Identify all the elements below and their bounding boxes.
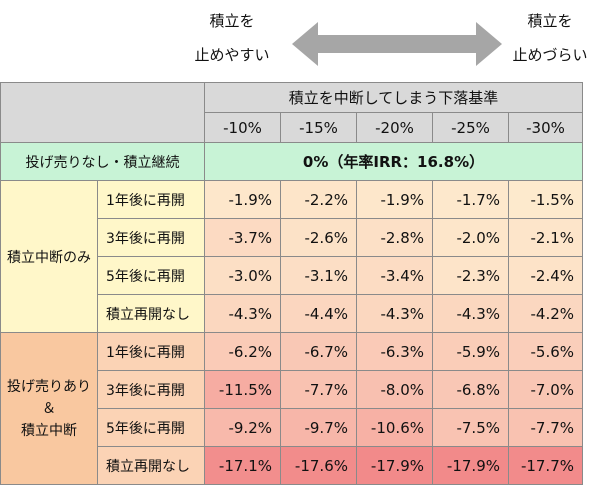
- table-cell: -3.4%: [356, 256, 433, 295]
- caption-left-line2: 止めやすい: [194, 46, 270, 64]
- table-cell: -7.5%: [432, 408, 509, 447]
- table-row: 積立中断のみ 1年後に再開 -1.9% -2.2% -1.9% -1.7% -1…: [0, 180, 584, 333]
- corner-cell: [0, 82, 205, 143]
- table-cell: -11.5%: [204, 370, 281, 409]
- table-cell: -7.7%: [280, 370, 357, 409]
- caption-left-line1: 積立を: [209, 12, 255, 30]
- table-cell: -2.2%: [280, 180, 357, 219]
- table-row: 3年後に再開 -3.7% -2.6% -2.8% -2.0% -2.1%: [1, 218, 584, 257]
- table-row: 投げ売りあり ＆ 積立中断 1年後に再開 -6.2% -6.7% -6.3% -…: [0, 332, 584, 485]
- header-row-1: 積立を中断してしまう下落基準: [0, 82, 584, 143]
- header-col-10: -10%: [204, 112, 281, 143]
- header-col-25: -25%: [432, 112, 509, 143]
- table-cell: -6.7%: [280, 332, 357, 371]
- table-cell: -1.9%: [356, 180, 433, 219]
- irr-table: 積立を中断してしまう下落基準 -10% -15% -20% -25% -30% …: [0, 82, 584, 485]
- group-b-label-line1: 投げ売りあり: [7, 378, 91, 395]
- table-cell: -6.8%: [432, 370, 509, 409]
- table-row: 3年後に再開 -11.5% -7.7% -8.0% -6.8% -7.0%: [1, 370, 584, 409]
- caption-hard-to-stop: 積立を 止めづらい: [510, 12, 590, 64]
- row-label: 5年後に再開: [97, 256, 205, 295]
- row-label: 5年後に再開: [97, 408, 205, 447]
- table-cell: -2.0%: [432, 218, 509, 257]
- table-cell: -4.4%: [280, 294, 357, 333]
- row-label: 積立再開なし: [97, 446, 205, 485]
- row-label: 3年後に再開: [97, 370, 205, 409]
- header-col-15: -15%: [280, 112, 357, 143]
- header-row-2: -10% -15% -20% -25% -30%: [1, 112, 584, 143]
- table-cell: -7.7%: [507, 408, 584, 447]
- table-cell: -2.8%: [356, 218, 433, 257]
- table-cell: -6.2%: [204, 332, 281, 371]
- table-cell: -1.9%: [204, 180, 281, 219]
- table-cell: -2.6%: [280, 218, 357, 257]
- table-cell: -17.9%: [356, 446, 433, 485]
- table-cell: -9.7%: [280, 408, 357, 447]
- table-cell: -3.7%: [204, 218, 281, 257]
- table-cell: -1.7%: [432, 180, 509, 219]
- table-row: 積立再開なし -4.3% -4.4% -4.3% -4.3% -4.2%: [1, 294, 584, 333]
- row-label: 積立再開なし: [97, 294, 205, 333]
- table-cell: -2.4%: [507, 256, 584, 295]
- table-cell: -8.0%: [356, 370, 433, 409]
- table-cell: -4.3%: [432, 294, 509, 333]
- table-cell: -17.1%: [204, 446, 281, 485]
- header-area: 積立を 止めやすい 積立を 止めづらい: [0, 0, 600, 82]
- table-cell: -4.2%: [507, 294, 584, 333]
- table-row: 積立再開なし -17.1% -17.6% -17.9% -17.9% -17.7…: [1, 446, 584, 485]
- double-arrow-icon: [292, 22, 502, 66]
- group-b-label: 投げ売りあり ＆ 積立中断: [0, 332, 98, 485]
- table-cell: -5.9%: [432, 332, 509, 371]
- table-cell: -5.6%: [507, 332, 584, 371]
- header-col-30: -30%: [507, 112, 584, 143]
- table-cell: -3.1%: [280, 256, 357, 295]
- table-cell: -1.5%: [507, 180, 584, 219]
- table-row: 5年後に再開 -3.0% -3.1% -3.4% -2.3% -2.4%: [1, 256, 584, 295]
- group-b-label-line3: 積立中断: [21, 422, 77, 439]
- table-cell: -4.3%: [204, 294, 281, 333]
- header-col-20: -20%: [356, 112, 433, 143]
- row-label: 3年後に再開: [97, 218, 205, 257]
- baseline-value: 0%（年率IRR：16.8%）: [203, 142, 584, 181]
- group-b-label-line2: ＆: [42, 400, 56, 417]
- caption-easy-to-stop: 積立を 止めやすい: [192, 12, 272, 64]
- table-cell: -10.6%: [356, 408, 433, 447]
- baseline-row: 投げ売りなし・積立継続 0%（年率IRR：16.8%）: [0, 142, 584, 181]
- table-cell: -2.3%: [432, 256, 509, 295]
- table-cell: -17.9%: [432, 446, 509, 485]
- table-cell: -9.2%: [204, 408, 281, 447]
- table-cell: -4.3%: [356, 294, 433, 333]
- caption-right-line2: 止めづらい: [512, 46, 588, 64]
- table-cell: -17.7%: [507, 446, 584, 485]
- table-cell: -17.6%: [280, 446, 357, 485]
- group-a-label: 積立中断のみ: [0, 180, 98, 333]
- table-row: 5年後に再開 -9.2% -9.7% -10.6% -7.5% -7.7%: [1, 408, 584, 447]
- caption-right-line1: 積立を: [527, 12, 573, 30]
- table-cell: -2.1%: [507, 218, 584, 257]
- header-group-title: 積立を中断してしまう下落基準: [203, 82, 584, 113]
- table-cell: -7.0%: [507, 370, 584, 409]
- row-label: 1年後に再開: [97, 332, 205, 371]
- row-label: 1年後に再開: [97, 180, 205, 219]
- baseline-label: 投げ売りなし・積立継続: [0, 142, 205, 181]
- table-cell: -3.0%: [204, 256, 281, 295]
- table-cell: -6.3%: [356, 332, 433, 371]
